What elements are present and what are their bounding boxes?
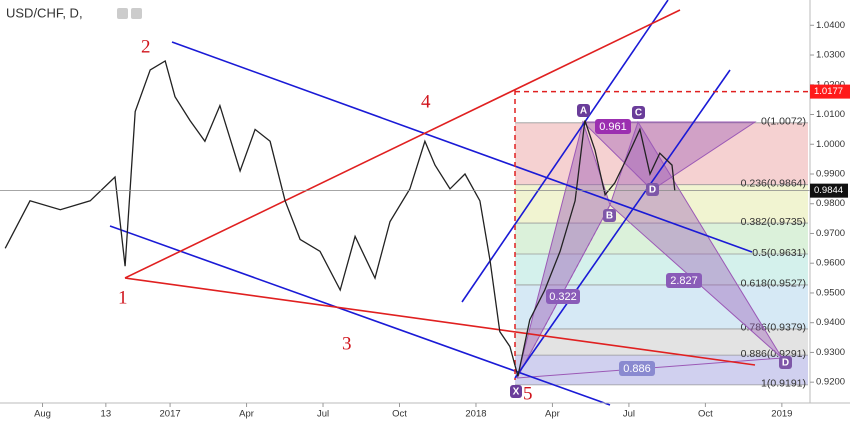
badge: [510, 385, 522, 398]
x-tick-label: Apr: [545, 409, 560, 420]
fib-label: 0.236(0.9864): [741, 177, 806, 189]
trend-line: [124, 9, 681, 279]
ratio-label: 0.961: [599, 121, 627, 133]
y-tick-label: 0.9600: [816, 258, 845, 269]
ratio-box: [595, 119, 631, 134]
ratio-label: 0.886: [623, 363, 651, 375]
x-tick-label: 2019: [771, 409, 792, 420]
pattern-label: D: [782, 358, 789, 369]
x-tick-label: Jul: [317, 409, 329, 420]
alert-label: 1.0177: [814, 86, 843, 97]
x-tick-label: Apr: [239, 409, 254, 420]
fib-label: 1(0.9191): [761, 378, 806, 390]
price-layer: [0, 60, 810, 377]
trend-line: [171, 41, 753, 253]
y-tick-label: 1.0000: [816, 139, 845, 150]
y-tick-label: 0.9400: [816, 317, 845, 328]
badge: [779, 356, 792, 369]
badge: [632, 106, 645, 119]
trend-line: [514, 69, 731, 379]
fib-label: 0.618(0.9527): [741, 278, 806, 290]
fib-label: 0.5(0.9631): [752, 247, 806, 259]
fib-label: 0.382(0.9735): [741, 216, 806, 228]
y-tick-label: 0.9300: [816, 347, 845, 358]
wave-label: 5: [523, 383, 533, 404]
ratio-box: [666, 273, 702, 288]
x-tick-label: Aug: [34, 409, 51, 420]
y-tick-label: 0.9800: [816, 198, 845, 209]
x-tick-label: 2018: [465, 409, 486, 420]
alert-tag: [810, 84, 850, 99]
price-line: [4, 60, 676, 377]
x-tick-label: 2017: [160, 409, 181, 420]
pattern-label: B: [606, 211, 613, 222]
x-tick-label: 13: [101, 409, 112, 420]
icon[interactable]: [131, 8, 142, 19]
y-tick-label: 0.9700: [816, 228, 845, 239]
y-tick-label: 1.0100: [816, 109, 845, 120]
last-price-label: 0.9844: [814, 185, 843, 196]
ratio-box: [546, 289, 580, 304]
badge: [577, 104, 590, 117]
wave-label: 1: [118, 287, 128, 308]
badge: [603, 209, 616, 222]
y-tick-label: 0.9500: [816, 287, 845, 298]
y-tick-label: 0.9200: [816, 377, 845, 388]
x-tick-label: Oct: [392, 409, 407, 420]
fib-band: [515, 253, 808, 285]
last-price-tag: [810, 183, 848, 198]
trend-line: [109, 225, 611, 406]
x-tick-label: Jul: [623, 409, 635, 420]
ratio-label: 0.322: [549, 291, 577, 303]
fib-label: 0.786(0.9379): [741, 322, 806, 334]
chart-title: USD/CHF, D,: [6, 5, 83, 20]
wave-label: 3: [342, 333, 352, 354]
y-tick-label: 1.0400: [816, 20, 845, 31]
wave-label: 2: [141, 36, 151, 57]
ratio-box: [619, 361, 655, 376]
trend-line: [124, 277, 756, 366]
wave-label: 4: [421, 91, 431, 112]
fib-band: [515, 184, 808, 224]
pattern-label: X: [513, 387, 520, 398]
ratio-label: 2.827: [670, 275, 698, 287]
pattern-label: D: [649, 185, 656, 196]
fib-band: [515, 328, 808, 356]
pattern-label: A: [580, 106, 587, 117]
trend-line: [461, 0, 669, 303]
y-tick-label: 1.0300: [816, 50, 845, 61]
pattern-label: C: [635, 108, 642, 119]
x-tick-label: Oct: [698, 409, 713, 420]
y-tick-label: 0.9900: [816, 169, 845, 180]
badge: [646, 183, 659, 196]
icon[interactable]: [117, 8, 128, 19]
fib-label: 0(1.0072): [761, 116, 806, 128]
